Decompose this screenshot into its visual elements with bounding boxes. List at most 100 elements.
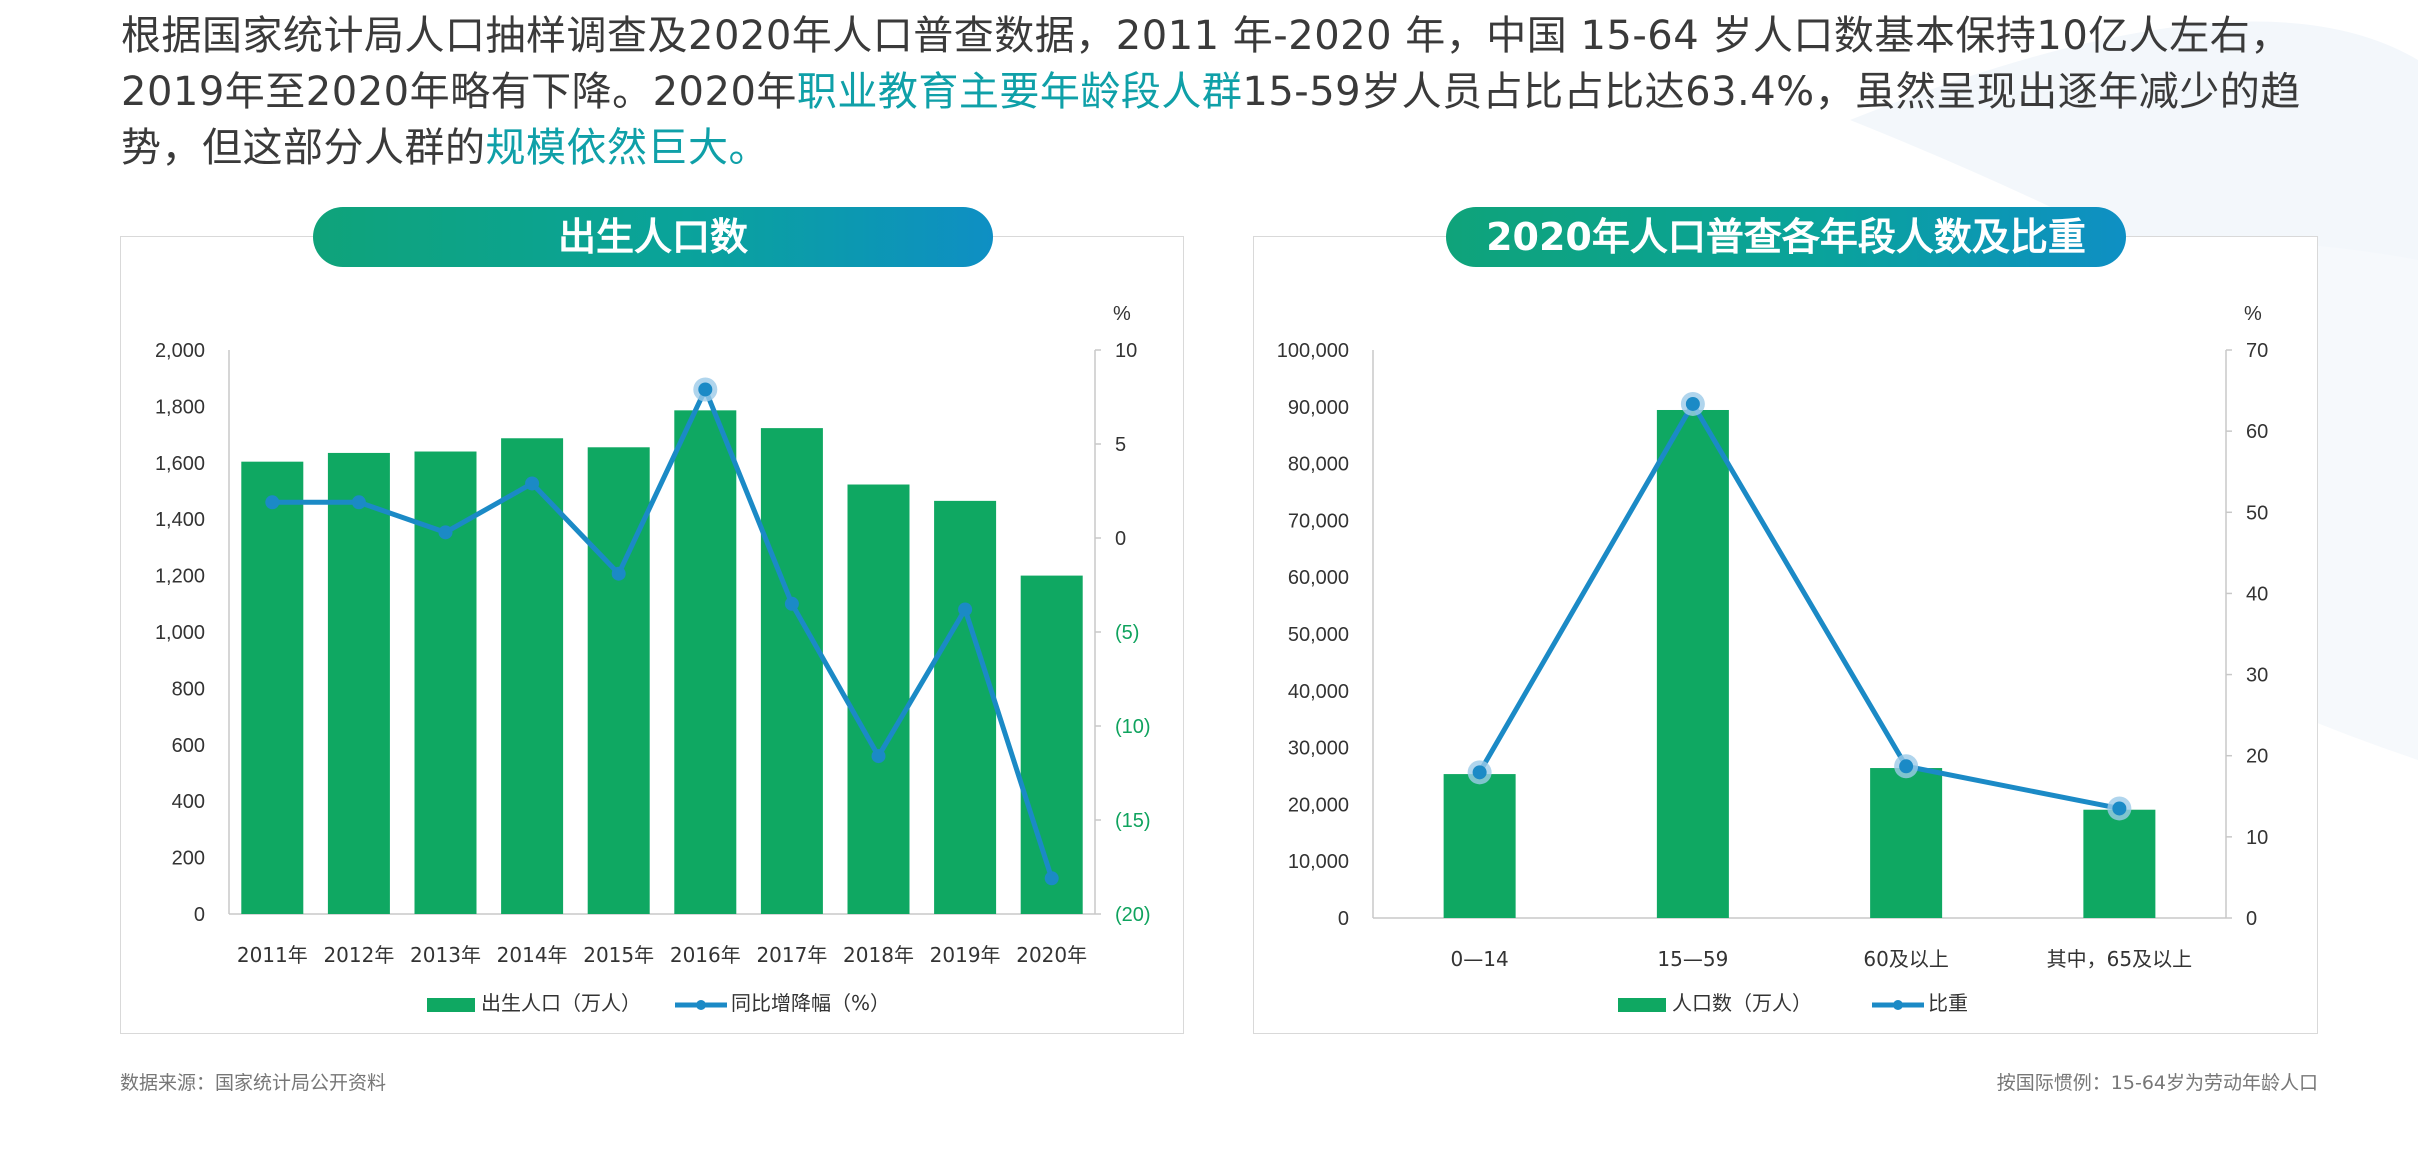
line-point-2013年 xyxy=(438,525,453,540)
bar-2015年 xyxy=(587,447,650,914)
bar-2012年 xyxy=(327,452,390,914)
right-tick-label: 60 xyxy=(2246,421,2268,443)
category-label: 60及以上 xyxy=(1863,947,1948,971)
birth-population-chart: 0 200 400 600 800 1,000 1,200 1,400 1,600 1,800 2,… xyxy=(155,303,1151,1015)
bar-2011年 xyxy=(241,461,304,914)
left-tick-label: 0 xyxy=(194,904,205,926)
left-tick-label: 100,000 xyxy=(1277,340,1349,362)
category-label: 2015年 xyxy=(583,943,654,967)
bar-2016年 xyxy=(674,410,737,914)
intro-text-1: 根据国家统计局人口抽样调查及2020年人口普查数据，2011 年-2020 年，… xyxy=(121,13,2291,115)
left-tick-label: 80,000 xyxy=(1288,454,1349,476)
bar-2018年 xyxy=(847,484,910,914)
source-footnote: 数据来源：国家统计局公开资料 xyxy=(120,1072,387,1094)
line-point-其中，65及以上 xyxy=(2112,801,2127,816)
line-point-2020年 xyxy=(1044,871,1059,886)
bar-2014年 xyxy=(501,438,564,914)
left-tick-label: 400 xyxy=(172,791,205,813)
right-axis-unit: % xyxy=(1113,303,1131,325)
legend-line-marker xyxy=(1893,1000,1903,1010)
left-tick-label: 40,000 xyxy=(1288,681,1349,703)
left-tick-label: 50,000 xyxy=(1288,624,1349,646)
right-tick-label: 40 xyxy=(2246,583,2268,605)
line-point-2017年 xyxy=(784,596,799,611)
right-axis-unit: % xyxy=(2244,303,2262,325)
category-label: 2013年 xyxy=(410,943,481,967)
bar-60及以上 xyxy=(1870,768,1943,918)
left-tick-label: 1,800 xyxy=(155,396,205,418)
left-tick-label: 800 xyxy=(172,678,205,700)
category-label: 0—14 xyxy=(1451,947,1509,971)
category-label: 2019年 xyxy=(930,943,1001,967)
right-tick-label: 20 xyxy=(2246,746,2268,768)
category-label: 2018年 xyxy=(843,943,914,967)
line-point-2016年 xyxy=(698,382,713,397)
intro-paragraph: 根据国家统计局人口抽样调查及2020年人口普查数据，2011 年-2020 年，… xyxy=(121,8,2381,176)
legend-bar-swatch xyxy=(427,998,475,1012)
line-point-2012年 xyxy=(351,495,366,510)
census-age-title: 2020年人口普查各年段人数及比重 xyxy=(1446,207,2126,267)
left-tick-label: 0 xyxy=(1338,908,1349,930)
right-tick-label: (5) xyxy=(1115,622,1139,644)
line-point-2018年 xyxy=(871,749,886,764)
right-tick-label: 30 xyxy=(2246,665,2268,687)
category-label: 15—59 xyxy=(1657,947,1728,971)
category-label: 2016年 xyxy=(670,943,741,967)
left-tick-label: 200 xyxy=(172,848,205,870)
bar-2019年 xyxy=(934,500,997,914)
right-tick-label: 0 xyxy=(1115,528,1126,550)
left-tick-label: 1,600 xyxy=(155,453,205,475)
intro-highlight-2: 规模依然巨大。 xyxy=(485,125,769,171)
right-tick-label: 10 xyxy=(2246,827,2268,849)
category-label: 2014年 xyxy=(497,943,568,967)
intro-highlight-1: 职业教育主要年龄段人群 xyxy=(796,69,1243,115)
right-tick-label: 70 xyxy=(2246,340,2268,362)
left-tick-label: 30,000 xyxy=(1288,738,1349,760)
right-tick-label: 10 xyxy=(1115,340,1137,362)
right-tick-label: (20) xyxy=(1115,904,1151,926)
line-point-2015年 xyxy=(611,566,626,581)
legend-line-marker xyxy=(696,1000,706,1010)
convention-footnote: 按国际惯例：15-64岁为劳动年龄人口 xyxy=(1996,1072,2318,1094)
line-series-path xyxy=(272,386,1055,880)
left-tick-label: 20,000 xyxy=(1288,794,1349,816)
line-point-2011年 xyxy=(265,495,280,510)
bar-0—14 xyxy=(1443,774,1516,918)
left-tick-label: 1,200 xyxy=(155,566,205,588)
category-label: 2020年 xyxy=(1016,943,1087,967)
left-tick-label: 1,000 xyxy=(155,622,205,644)
census-age-chart: 0 10,000 20,000 30,000 40,000 50,000 60,000 70,… xyxy=(1277,303,2269,1015)
line-point-2019年 xyxy=(958,602,973,617)
left-tick-label: 1,400 xyxy=(155,509,205,531)
bar-其中，65及以上 xyxy=(2083,809,2156,918)
line-point-2014年 xyxy=(525,476,540,491)
census-age-panel: 2020年人口普查各年段人数及比重 0 10,000 20,000 30,000 40,… xyxy=(1253,207,2318,1034)
left-tick-label: 600 xyxy=(172,735,205,757)
left-tick-label: 70,000 xyxy=(1288,510,1349,532)
category-label: 其中，65及以上 xyxy=(2047,947,2192,971)
category-label: 2011年 xyxy=(237,943,308,967)
left-tick-label: 10,000 xyxy=(1288,851,1349,873)
legend-line-label: 比重 xyxy=(1928,991,1968,1015)
right-tick-label: (15) xyxy=(1115,810,1151,832)
left-tick-label: 90,000 xyxy=(1288,397,1349,419)
bar-2020年 xyxy=(1020,575,1083,914)
legend-bar-swatch xyxy=(1618,998,1666,1012)
right-tick-label: 5 xyxy=(1115,434,1126,456)
birth-population-panel: 出生人口数 0 200 400 600 800 1,000 1,200 1,400 1,600 1… xyxy=(120,207,1184,1034)
right-tick-label: 0 xyxy=(2246,908,2257,930)
legend-bar-label: 人口数（万人） xyxy=(1672,991,1812,1015)
right-tick-label: 50 xyxy=(2246,502,2268,524)
legend-bar-label: 出生人口（万人） xyxy=(481,991,641,1015)
birth-population-title: 出生人口数 xyxy=(313,207,993,267)
left-tick-label: 60,000 xyxy=(1288,567,1349,589)
intro-text-2: 15-59岁人员占比占比达63.4%，虽然呈现出逐年减少的趋势，但这部分人群的 xyxy=(121,69,2301,171)
line-point-60及以上 xyxy=(1899,759,1914,774)
category-label: 2017年 xyxy=(756,943,827,967)
line-point-0—14 xyxy=(1472,765,1487,780)
left-tick-label: 2,000 xyxy=(155,340,205,362)
line-series-path xyxy=(1477,401,2120,811)
bar-2017年 xyxy=(760,428,823,914)
legend-line-label: 同比增降幅（%） xyxy=(731,991,890,1015)
line-point-15—59 xyxy=(1685,396,1700,411)
